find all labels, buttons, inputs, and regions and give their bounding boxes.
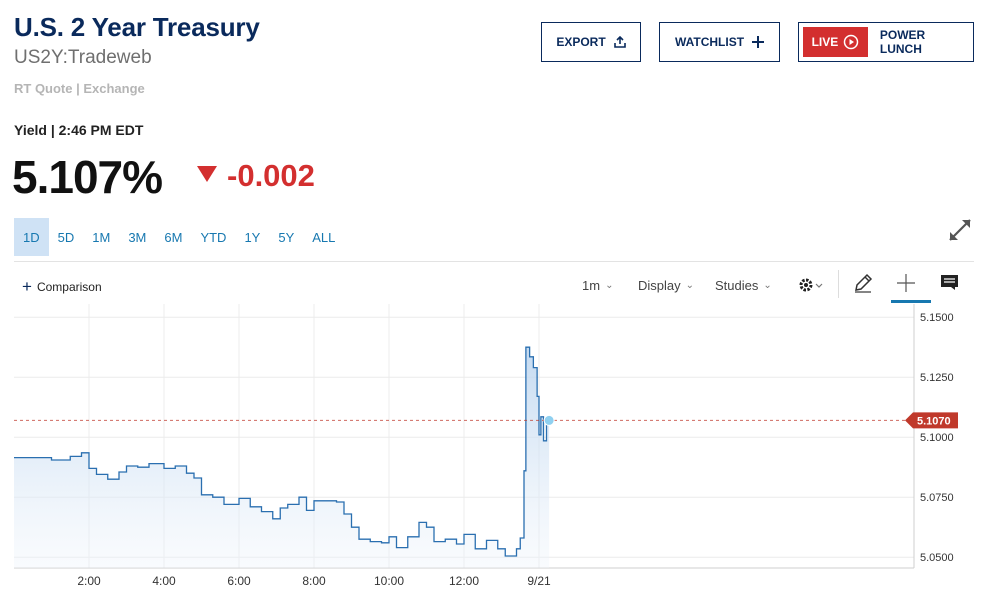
- pencil-icon[interactable]: [852, 272, 874, 299]
- x-tick-label: 6:00: [227, 574, 251, 588]
- comparison-label: Comparison: [36, 280, 102, 294]
- share-icon: [613, 36, 626, 48]
- x-tick-label: 10:00: [374, 574, 404, 588]
- chevron-down-icon: ⌄: [763, 280, 772, 291]
- last-value-label: 5.1070: [917, 415, 951, 427]
- comparison-button[interactable]: + Comparison: [22, 277, 102, 296]
- last-value-tag: [905, 412, 958, 429]
- toolbar-divider: [14, 261, 974, 262]
- live-badge: LIVE: [803, 27, 868, 57]
- range-tab-1d[interactable]: 1D: [14, 218, 49, 256]
- range-tab-all[interactable]: ALL: [312, 229, 336, 245]
- watchlist-button[interactable]: WATCHLIST: [659, 22, 780, 62]
- y-tick-label: 5.0500: [920, 552, 954, 564]
- price-change: -0.002: [227, 158, 315, 193]
- plus-icon: +: [22, 277, 32, 296]
- down-arrow-icon: [196, 165, 218, 188]
- export-label: EXPORT: [556, 35, 606, 49]
- range-tab-5y[interactable]: 5Y: [278, 229, 295, 245]
- interval-dropdown[interactable]: 1m ⌄: [582, 278, 613, 293]
- studies-dropdown[interactable]: Studies ⌄: [715, 278, 772, 293]
- series-line: [14, 346, 550, 557]
- range-tab-1m[interactable]: 1M: [92, 229, 111, 245]
- gear-icon[interactable]: [797, 275, 825, 300]
- interval-label: 1m: [582, 278, 601, 293]
- quote-source: RT Quote | Exchange: [14, 81, 145, 96]
- y-tick-label: 5.1250: [920, 372, 954, 384]
- x-tick-label: 2:00: [77, 574, 101, 588]
- crosshair-active-indicator: [891, 300, 931, 303]
- live-label: LIVE: [811, 35, 839, 49]
- symbol-label: US2Y:Tradeweb: [14, 47, 152, 68]
- x-tick-label: 9/21: [527, 574, 551, 588]
- y-tick-label: 5.1500: [920, 312, 954, 324]
- expand-icon[interactable]: [946, 216, 974, 249]
- live-power-lunch-button[interactable]: LIVE POWER LUNCH: [798, 22, 974, 62]
- price-chart[interactable]: 5.1500 5.1250 5.1000 5.0750 5.0500 2:00 4:00 6:…: [0, 300, 984, 600]
- plus-icon: [752, 36, 765, 48]
- chevron-down-icon: ⌄: [685, 280, 695, 291]
- studies-label: Studies: [715, 278, 759, 293]
- price-value: 5.107%: [12, 151, 163, 203]
- x-tick-label: 8:00: [302, 574, 326, 588]
- chevron-down-icon: ⌄: [605, 280, 614, 291]
- range-selector: 1D 5D 1M 3M 6M YTD 1Y 5Y ALL: [14, 218, 344, 256]
- display-dropdown[interactable]: Display ⌄: [638, 278, 694, 293]
- play-circle-icon: [843, 34, 859, 50]
- x-tick-label: 4:00: [152, 574, 176, 588]
- range-tab-ytd[interactable]: YTD: [200, 229, 227, 245]
- range-tab-1y[interactable]: 1Y: [244, 229, 261, 245]
- x-tick-label: 12:00: [449, 574, 479, 588]
- yield-timestamp: Yield | 2:46 PM EDT: [14, 122, 144, 138]
- last-value-dot: [543, 414, 555, 426]
- y-tick-label: 5.1000: [920, 432, 954, 444]
- toolbar-separator: [838, 270, 839, 298]
- power-lunch-label: POWER LUNCH: [879, 28, 926, 56]
- range-tab-3m[interactable]: 3M: [128, 229, 147, 245]
- display-label: Display: [638, 278, 681, 293]
- range-tab-6m[interactable]: 6M: [164, 229, 183, 245]
- page-title: U.S. 2 Year Treasury: [14, 12, 260, 42]
- y-tick-label: 5.0750: [920, 492, 954, 504]
- export-button[interactable]: EXPORT: [541, 22, 641, 62]
- watchlist-label: WATCHLIST: [674, 35, 745, 49]
- comment-icon[interactable]: [939, 272, 961, 299]
- series-area: [14, 347, 550, 568]
- crosshair-icon[interactable]: [895, 272, 917, 299]
- range-tab-5d[interactable]: 5D: [57, 229, 75, 245]
